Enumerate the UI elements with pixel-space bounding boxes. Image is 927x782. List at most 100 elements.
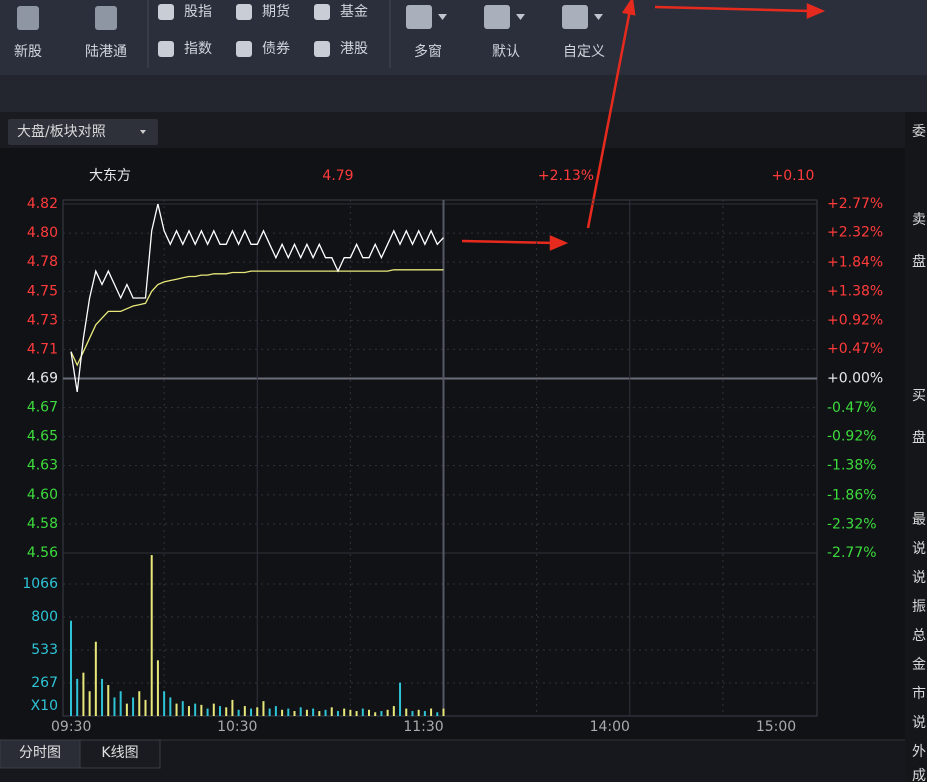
y2-tick-label: +1.84% [827, 255, 883, 271]
volume-bar [293, 711, 296, 716]
volume-bar [318, 711, 321, 716]
x-tick-label: 10:30 [217, 719, 257, 735]
volume-bar [417, 709, 420, 716]
toolbar-button[interactable]: 指数 [184, 41, 212, 57]
volume-bar [156, 660, 159, 716]
toolbar [0, 0, 927, 75]
sidebar-label: 说 [912, 715, 926, 731]
y-tick-label: 4.67 [27, 400, 58, 416]
toolbar-icon [562, 5, 588, 29]
y-tick-label: 4.78 [27, 254, 58, 270]
volume-bar [336, 711, 339, 716]
volume-bar [405, 708, 408, 716]
sidebar-label: 说 [912, 570, 926, 586]
toolbar-button[interactable]: 债券 [262, 41, 290, 57]
y-tick-label: 4.56 [27, 545, 58, 561]
toolbar-icon [406, 5, 432, 29]
dropdown-arrow [140, 130, 146, 134]
volume-bar [281, 709, 284, 716]
toolbar-button[interactable]: 股指 [184, 4, 212, 20]
toolbar-icon [484, 5, 510, 29]
toolbar-button[interactable]: 基金 [340, 3, 368, 20]
volume-bar [225, 707, 228, 716]
volume-bar [219, 706, 221, 716]
volume-bar [386, 709, 389, 716]
volume-bar [125, 703, 128, 716]
volume-bar [330, 707, 333, 716]
volume-bar [312, 708, 315, 716]
toolbar-icon [236, 4, 252, 20]
volume-bar [436, 712, 439, 716]
sidebar-label: 成 [912, 768, 926, 782]
volume-bar [243, 706, 246, 716]
volume-bar [70, 620, 72, 716]
volume-bar [256, 707, 259, 716]
volume-tick-label: 1066 [22, 576, 58, 592]
volume-bar [268, 708, 271, 716]
sidebar-label: 说 [912, 541, 926, 557]
volume-bar [175, 703, 178, 716]
volume-bar [305, 709, 308, 716]
volume-bar [194, 703, 197, 716]
sidebar-label: 最 [912, 512, 926, 528]
y-tick-label: 4.71 [27, 341, 58, 357]
tab-button[interactable] [8, 119, 158, 145]
y2-tick-label: -0.92% [827, 428, 877, 444]
volume-bar [324, 709, 327, 716]
sidebar-label: 外 [912, 744, 926, 760]
volume-bar [250, 708, 253, 716]
x-tick-label: 09:30 [51, 719, 91, 735]
volume-bar [349, 709, 352, 716]
chart-panel [0, 148, 905, 740]
sidebar-label: 卖 [912, 212, 926, 228]
y2-tick-label: +2.77% [827, 196, 883, 212]
bottom-tab[interactable] [79, 739, 161, 769]
toolbar-button[interactable]: 多窗 [414, 43, 442, 60]
volume-bar [82, 672, 85, 716]
y2-tick-label: +2.32% [827, 224, 883, 240]
toolbar-icon [314, 4, 330, 20]
toolbar-icon [95, 6, 117, 30]
toolbar-button[interactable]: 陆港通 [85, 44, 127, 60]
volume-bar [94, 641, 97, 716]
volume-bar [101, 678, 104, 716]
x-tick-label: 14:00 [590, 719, 630, 735]
y-tick-label: 4.58 [27, 516, 58, 532]
tab-label: 大盘/板块对照 [17, 123, 106, 140]
toolbar-button[interactable]: 港股 [340, 41, 368, 57]
volume-bar [144, 699, 147, 716]
y-tick-label: 4.65 [27, 429, 58, 445]
y-tick-label: 4.73 [27, 312, 58, 328]
volume-bar [150, 555, 153, 716]
y-tick-label: 4.82 [27, 196, 58, 212]
dropdown-arrow [594, 14, 603, 20]
toolbar-button[interactable]: 自定义 [563, 44, 605, 60]
y2-tick-label: +0.47% [827, 341, 883, 357]
volume-bar [212, 703, 215, 716]
volume-bar [187, 706, 190, 716]
volume-bar [411, 711, 414, 716]
toolbar-button[interactable]: 默认 [492, 44, 520, 60]
toolbar-icon [236, 41, 252, 57]
volume-tick-label: 533 [31, 642, 58, 658]
volume-bar [132, 697, 135, 716]
volume-unit: X10 [31, 698, 58, 714]
toolbar-button[interactable]: 新股 [14, 44, 42, 60]
volume-bar [119, 691, 122, 716]
avg-line [70, 269, 444, 367]
sidebar [905, 112, 927, 782]
sidebar-label: 盘 [912, 253, 926, 270]
toolbar-button[interactable]: 期货 [262, 3, 290, 20]
volume-bar [262, 701, 265, 716]
x-tick-label: 11:30 [403, 719, 443, 735]
volume-bar [231, 699, 234, 716]
y2-tick-label: +0.00% [827, 371, 883, 387]
sidebar-label: 金 [912, 657, 926, 673]
volume-bar [423, 711, 426, 716]
plot-frame [62, 199, 818, 717]
volume-bar [380, 711, 383, 716]
volume-bar [287, 708, 290, 716]
volume-bar [399, 682, 402, 716]
volume-bar [299, 707, 302, 716]
